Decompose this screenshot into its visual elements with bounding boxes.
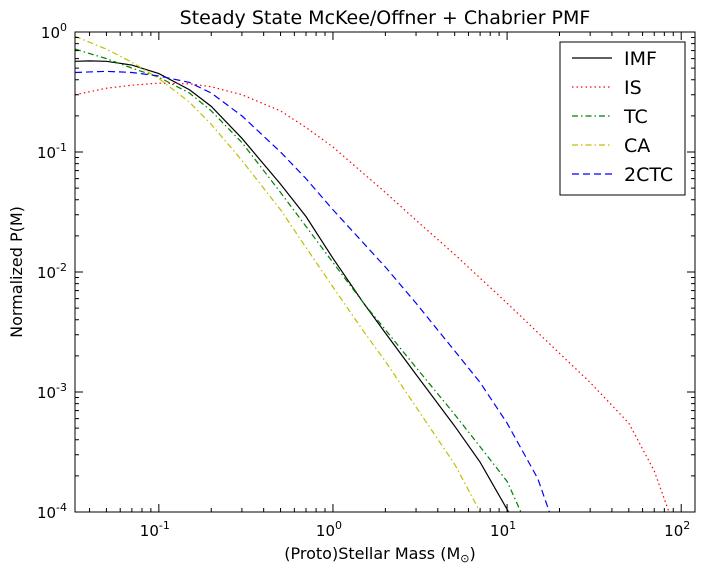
sun-symbol: ⊙ bbox=[460, 552, 469, 565]
chart-title: Steady State McKee/Offner + Chabrier PMF bbox=[180, 7, 591, 29]
series-line-is bbox=[75, 82, 670, 512]
legend-label-imf: IMF bbox=[624, 48, 657, 70]
x-tick-label: 100 bbox=[316, 519, 342, 540]
series-layer bbox=[75, 35, 670, 512]
ticks-layer: 10-1 100 101 102 100 10-1 10-2 10-3 10-4 bbox=[37, 21, 695, 540]
legend-label-ca: CA bbox=[624, 135, 650, 157]
series-line-imf bbox=[75, 60, 510, 512]
legend-label-2ctc: 2CTC bbox=[624, 164, 673, 186]
x-tick-label: 101 bbox=[490, 519, 516, 540]
x-axis-label-close: ) bbox=[469, 544, 475, 563]
y-tick-label: 100 bbox=[41, 21, 67, 42]
legend-label-tc: TC bbox=[623, 106, 648, 128]
legend-label-is: IS bbox=[624, 77, 642, 99]
y-tick-label: 10-1 bbox=[37, 141, 67, 162]
series-line-ca bbox=[75, 35, 481, 512]
x-axis-label-text: (Proto)Stellar Mass (M bbox=[284, 544, 460, 563]
x-tick-label: 102 bbox=[664, 519, 690, 540]
series-line-2ctc bbox=[75, 70, 550, 512]
x-tick-label: 10-1 bbox=[140, 519, 170, 540]
series-line-tc bbox=[75, 48, 522, 512]
y-tick-label: 10-2 bbox=[37, 261, 67, 282]
y-tick-label: 10-3 bbox=[37, 381, 67, 402]
y-axis-label: Normalized P(M) bbox=[7, 206, 26, 338]
x-axis-label: (Proto)Stellar Mass (M⊙) bbox=[284, 544, 475, 565]
legend: IMF IS TC CA 2CTC bbox=[559, 41, 686, 196]
legend-box bbox=[559, 41, 686, 196]
y-tick-label: 10-4 bbox=[37, 501, 67, 522]
